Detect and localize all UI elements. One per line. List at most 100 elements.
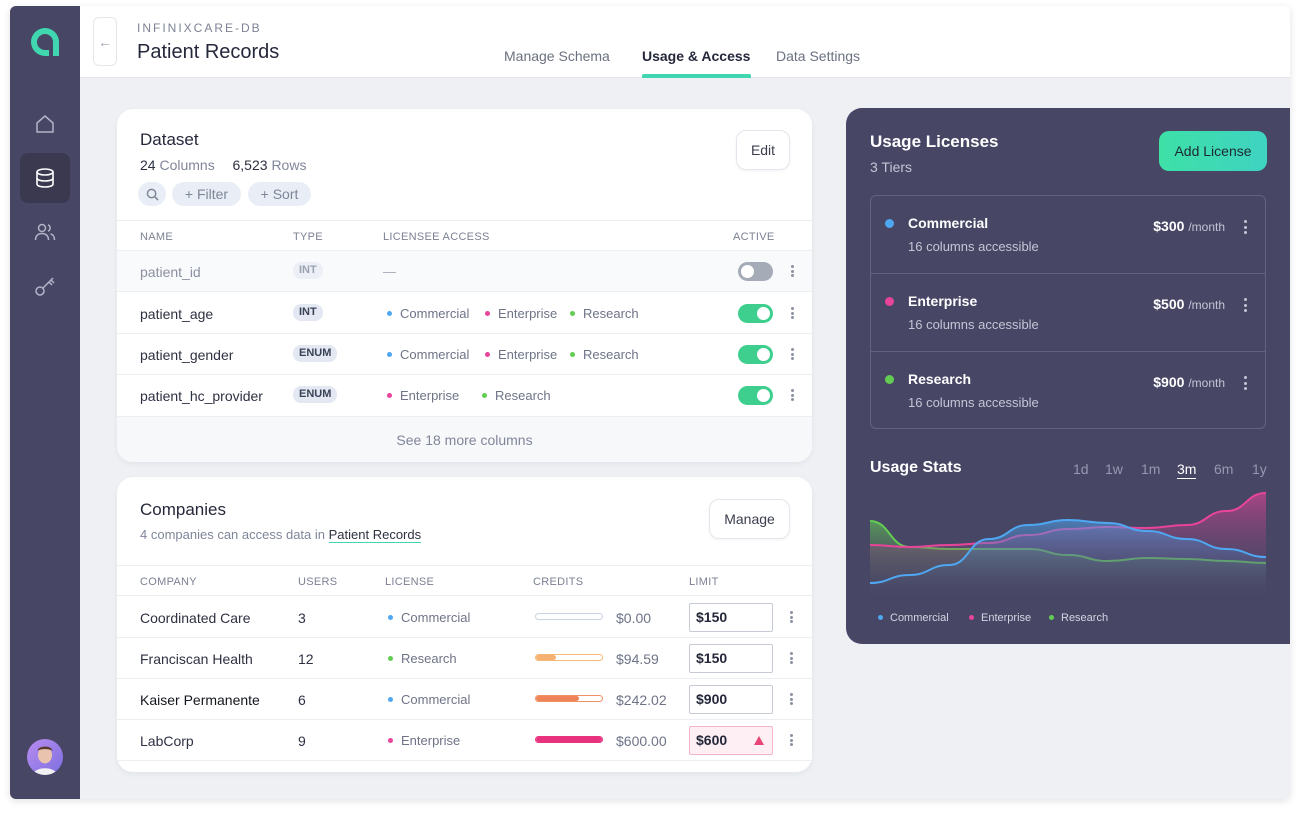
enterprise-dot-icon (388, 738, 393, 744)
more-options-icon[interactable] (1244, 220, 1248, 234)
edit-button[interactable]: Edit (736, 130, 790, 170)
tier-columns: 16 columns accessible (908, 395, 1039, 410)
column-header-name[interactable]: NAME (140, 231, 173, 243)
license-tag-commercial: Commercial (387, 306, 469, 321)
company-name: Franciscan Health (140, 651, 253, 667)
research-dot-icon (1049, 614, 1054, 620)
tier-columns: 16 columns accessible (908, 317, 1039, 332)
table-row[interactable]: patient_gender ENUM Commercial Enterpris… (117, 334, 812, 375)
sidebar-item-home[interactable] (20, 99, 70, 149)
columns-count: 24 (140, 157, 156, 173)
limit-input[interactable]: $150 (689, 644, 773, 673)
limit-input[interactable]: $600 (689, 726, 773, 755)
license-tier-research[interactable]: Research 16 columns accessible $900 /mon… (871, 352, 1265, 430)
company-name: Kaiser Permanente (140, 692, 260, 708)
usage-stats-chart (870, 492, 1266, 601)
tier-price: $900 /month (1153, 374, 1225, 390)
table-row[interactable]: patient_id INT — (117, 251, 812, 292)
patient-records-link[interactable]: Patient Records (328, 527, 422, 543)
credits-progress-fill (536, 737, 602, 742)
column-header-active[interactable]: ACTIVE (733, 231, 775, 243)
license-tier-commercial[interactable]: Commercial 16 columns accessible $300 /m… (871, 196, 1265, 274)
table-row[interactable]: patient_hc_provider ENUM Enterprise Rese… (117, 375, 812, 416)
sidebar-item-users[interactable] (20, 207, 70, 257)
filter-button[interactable]: + Filter (172, 182, 241, 206)
table-row[interactable]: LabCorp 9 Enterprise $600.00 $600 (117, 720, 812, 761)
range-1m[interactable]: 1m (1141, 461, 1161, 477)
manage-button[interactable]: Manage (709, 499, 790, 539)
tab-data-settings[interactable]: Data Settings (776, 48, 861, 64)
commercial-dot-icon (388, 697, 393, 703)
active-toggle[interactable] (738, 386, 773, 405)
active-toggle[interactable] (738, 345, 773, 364)
table-row[interactable]: Franciscan Health 12 Research $94.59 $15… (117, 638, 812, 679)
range-1w[interactable]: 1w (1105, 461, 1123, 477)
tier-price: $300 /month (1153, 218, 1225, 234)
commercial-dot-icon (885, 219, 894, 228)
users-count: 6 (298, 692, 306, 708)
type-badge: INT (293, 304, 323, 321)
table-row[interactable]: Coordinated Care 3 Commercial $0.00 $150 (117, 597, 812, 638)
top-header: ← INFINIXCARE-DB Patient Records Manage … (80, 6, 1290, 78)
more-options-icon[interactable] (786, 731, 796, 749)
more-options-icon[interactable] (1244, 376, 1248, 390)
legend-enterprise: Enterprise (969, 612, 1031, 624)
column-name: patient_id (140, 264, 201, 280)
license-tag-commercial: Commercial (387, 347, 469, 362)
more-options-icon[interactable] (787, 386, 797, 404)
more-options-icon[interactable] (787, 304, 797, 322)
tab-usage-access[interactable]: Usage & Access (642, 48, 751, 64)
search-button[interactable] (138, 182, 166, 206)
back-button[interactable]: ← (93, 17, 117, 66)
more-options-icon[interactable] (1244, 298, 1248, 312)
tier-name: Commercial (908, 215, 989, 231)
limit-input[interactable]: $150 (689, 603, 773, 632)
column-header-limit[interactable]: LIMIT (689, 576, 719, 588)
license-tag-enterprise: Enterprise (387, 388, 459, 403)
column-header-license[interactable]: LICENSE (385, 576, 435, 588)
table-row[interactable]: patient_age INT Commercial Enterprise Re… (117, 293, 812, 334)
commercial-dot-icon (388, 615, 393, 621)
credits-value: $0.00 (616, 610, 652, 626)
research-dot-icon (570, 311, 575, 317)
dataset-title: Dataset (140, 130, 199, 149)
sidebar-item-database[interactable] (20, 153, 70, 203)
sort-button[interactable]: + Sort (248, 182, 311, 206)
range-1y[interactable]: 1y (1252, 461, 1267, 477)
column-header-access[interactable]: LICENSEE ACCESS (383, 231, 490, 243)
more-options-icon[interactable] (786, 608, 796, 626)
limit-input[interactable]: $900 (689, 685, 773, 714)
active-toggle[interactable] (738, 304, 773, 323)
license-tag-commercial: Commercial (388, 692, 470, 707)
sidebar-item-keys[interactable] (20, 261, 70, 311)
column-header-type[interactable]: TYPE (293, 231, 323, 243)
column-header-company[interactable]: COMPANY (140, 576, 197, 588)
tab-manage-schema[interactable]: Manage Schema (504, 48, 610, 64)
license-tag-research: Research (388, 651, 457, 666)
users-count: 12 (298, 651, 314, 667)
add-license-button[interactable]: Add License (1159, 131, 1267, 171)
range-6m[interactable]: 6m (1214, 461, 1234, 477)
research-dot-icon (570, 352, 575, 358)
avatar[interactable] (27, 739, 63, 775)
more-options-icon[interactable] (787, 345, 797, 363)
type-badge: INT (293, 262, 323, 279)
arrow-left-icon: ← (98, 33, 112, 50)
column-name: patient_age (140, 306, 214, 322)
column-header-users[interactable]: USERS (298, 576, 338, 588)
credits-progress-bar (535, 654, 603, 661)
column-header-credits[interactable]: CREDITS (533, 576, 584, 588)
see-more-columns-link[interactable]: See 18 more columns (396, 432, 533, 448)
more-options-icon[interactable] (787, 262, 797, 280)
range-3m[interactable]: 3m (1177, 461, 1197, 479)
app-logo-icon[interactable] (27, 24, 63, 60)
companies-title: Companies (140, 500, 226, 519)
rows-label: Rows (271, 157, 307, 173)
range-1d[interactable]: 1d (1073, 461, 1089, 477)
more-options-icon[interactable] (786, 690, 796, 708)
active-toggle[interactable] (738, 262, 773, 281)
commercial-dot-icon (878, 614, 883, 620)
table-row[interactable]: Kaiser Permanente 6 Commercial $242.02 $… (117, 679, 812, 720)
license-tier-enterprise[interactable]: Enterprise 16 columns accessible $500 /m… (871, 274, 1265, 352)
more-options-icon[interactable] (786, 649, 796, 667)
